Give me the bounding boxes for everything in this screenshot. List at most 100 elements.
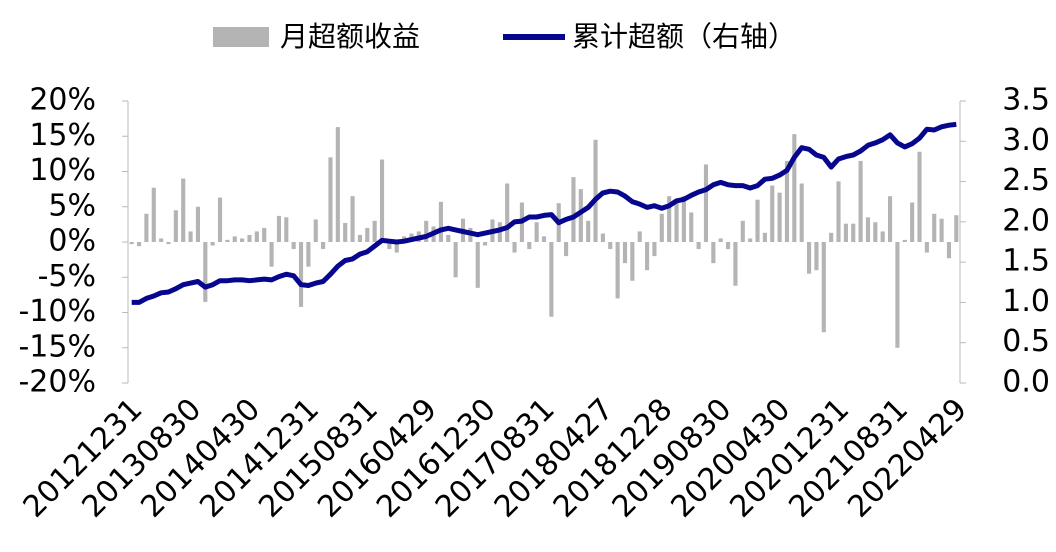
y-tick-label: -5% — [38, 259, 96, 294]
bar — [195, 206, 201, 242]
bar — [321, 242, 326, 250]
bar — [151, 187, 156, 242]
bar — [784, 160, 790, 242]
bar — [917, 151, 922, 242]
bar — [144, 213, 149, 242]
bar — [659, 213, 664, 242]
y2-tick-label: 2.5 — [1002, 163, 1050, 198]
bar — [254, 231, 259, 242]
bar — [173, 210, 178, 242]
bar — [284, 217, 289, 242]
y2-tick-label: 1.5 — [1002, 244, 1050, 279]
bar — [637, 231, 642, 242]
bar — [799, 183, 804, 242]
bar — [534, 222, 539, 242]
bar — [181, 178, 186, 242]
y-tick-label: -20% — [18, 365, 96, 400]
bar — [394, 242, 399, 253]
bar — [379, 159, 385, 242]
bar — [446, 234, 451, 242]
bar — [129, 242, 134, 245]
bar — [711, 242, 716, 264]
bar — [188, 231, 193, 242]
bar — [276, 215, 281, 242]
bar — [865, 217, 871, 242]
bar — [703, 164, 709, 242]
y2-tick-label: 0.5 — [1002, 324, 1050, 359]
y-tick-label: 0% — [48, 224, 96, 259]
bar — [475, 242, 480, 288]
bar — [630, 242, 635, 281]
bar — [298, 242, 304, 307]
bar — [902, 239, 907, 242]
y2-tick-label: 0.0 — [1002, 365, 1050, 400]
bar — [762, 232, 767, 242]
bar — [895, 242, 900, 348]
legend-label: 月超额收益 — [280, 20, 420, 53]
bar — [622, 242, 628, 264]
bar — [726, 242, 731, 250]
bar — [586, 220, 591, 242]
bar — [924, 242, 929, 253]
bar — [829, 232, 834, 242]
legend-label: 累计超额（右轴） — [572, 20, 796, 53]
bar — [880, 231, 885, 242]
bar — [387, 242, 392, 250]
bar — [210, 242, 215, 246]
bar — [541, 236, 547, 242]
bar — [873, 222, 878, 242]
y-tick-label: 10% — [29, 153, 96, 188]
bar — [733, 242, 738, 286]
y-tick-label: -15% — [18, 329, 96, 364]
bar — [696, 242, 701, 250]
bar — [939, 218, 944, 242]
bar — [608, 242, 613, 250]
bar — [365, 227, 370, 242]
bar — [203, 242, 208, 302]
bar — [262, 227, 267, 242]
bar — [217, 197, 223, 242]
bar — [748, 238, 753, 242]
bar — [578, 189, 583, 242]
bar — [328, 157, 333, 242]
y2-tick-label: 3.0 — [1002, 123, 1050, 158]
bar — [424, 220, 429, 242]
bar — [269, 242, 274, 267]
bar — [564, 242, 569, 257]
bar — [615, 242, 620, 299]
bar — [652, 242, 657, 257]
y-tick-label: 5% — [48, 188, 96, 223]
bar — [159, 238, 164, 242]
bar — [667, 196, 672, 242]
bar — [306, 242, 311, 267]
bar — [438, 201, 443, 242]
bar — [350, 196, 355, 242]
bar — [593, 139, 598, 242]
bar — [571, 177, 576, 242]
bar — [843, 223, 848, 242]
bar — [645, 242, 650, 271]
bar — [770, 185, 775, 242]
bar — [851, 223, 856, 242]
bar — [225, 239, 230, 242]
bar — [792, 134, 797, 242]
bar — [483, 242, 488, 246]
bar — [247, 234, 252, 242]
bar — [600, 233, 605, 242]
y2-tick-label: 1.0 — [1002, 284, 1050, 319]
bar — [505, 183, 510, 242]
bar — [887, 196, 893, 242]
bar — [910, 202, 915, 242]
bar — [718, 238, 723, 242]
bar — [527, 242, 532, 250]
bar — [689, 212, 694, 242]
bar — [954, 215, 959, 242]
bar — [240, 238, 245, 242]
bar — [136, 242, 142, 247]
bar — [549, 242, 554, 317]
bar — [343, 222, 348, 242]
bar — [674, 201, 679, 242]
y-tick-label: 15% — [29, 118, 96, 153]
bar — [858, 160, 863, 242]
